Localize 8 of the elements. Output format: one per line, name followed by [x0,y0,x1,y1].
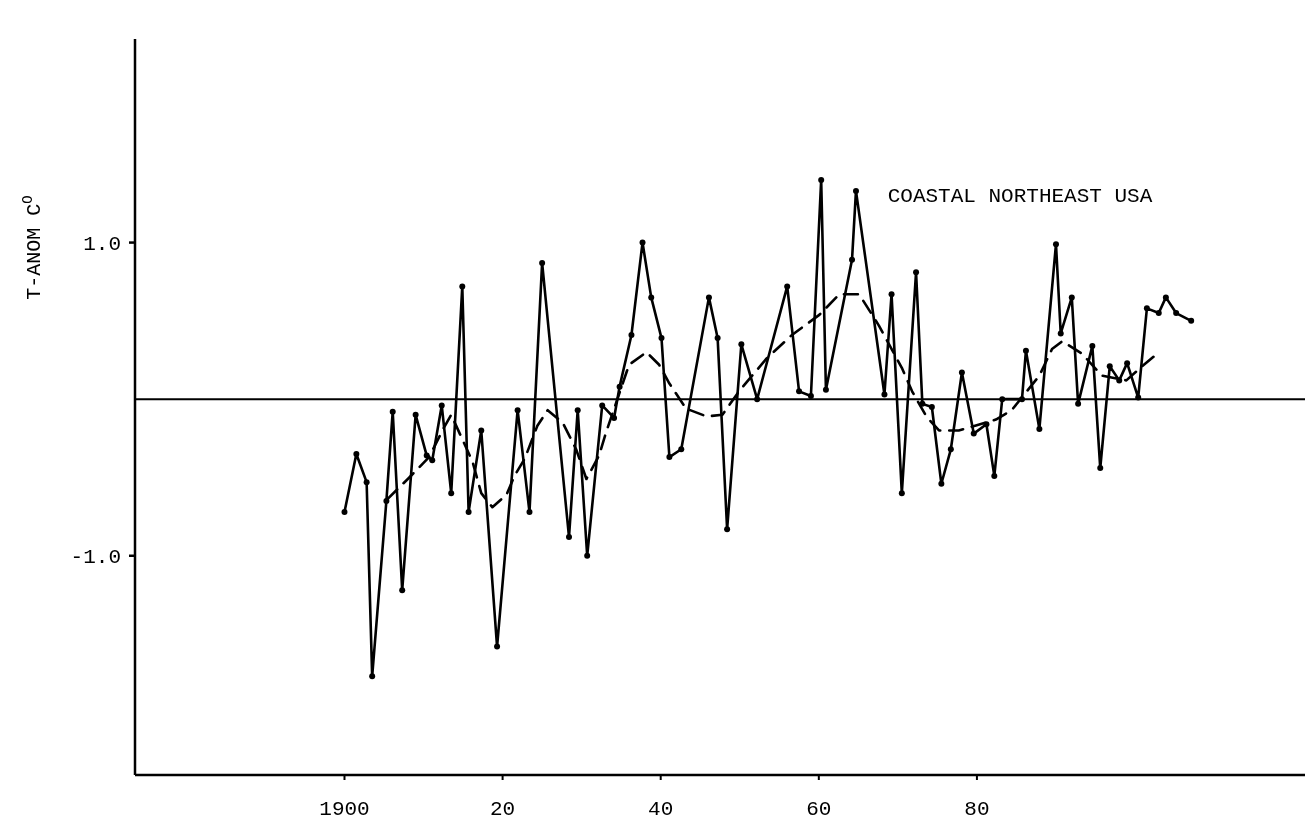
x-tick-label: 60 [806,798,832,821]
y-tick-label: -1.0 [70,546,121,570]
x-tick-label: 40 [648,798,674,821]
annotation: COASTAL NORTHEAST USA [887,185,1153,208]
x-tick-label: 80 [964,798,990,821]
y-tick-label: 1.0 [83,232,121,256]
x-tick-label: 20 [489,798,516,821]
x-tick-label: 1900 [319,798,370,821]
